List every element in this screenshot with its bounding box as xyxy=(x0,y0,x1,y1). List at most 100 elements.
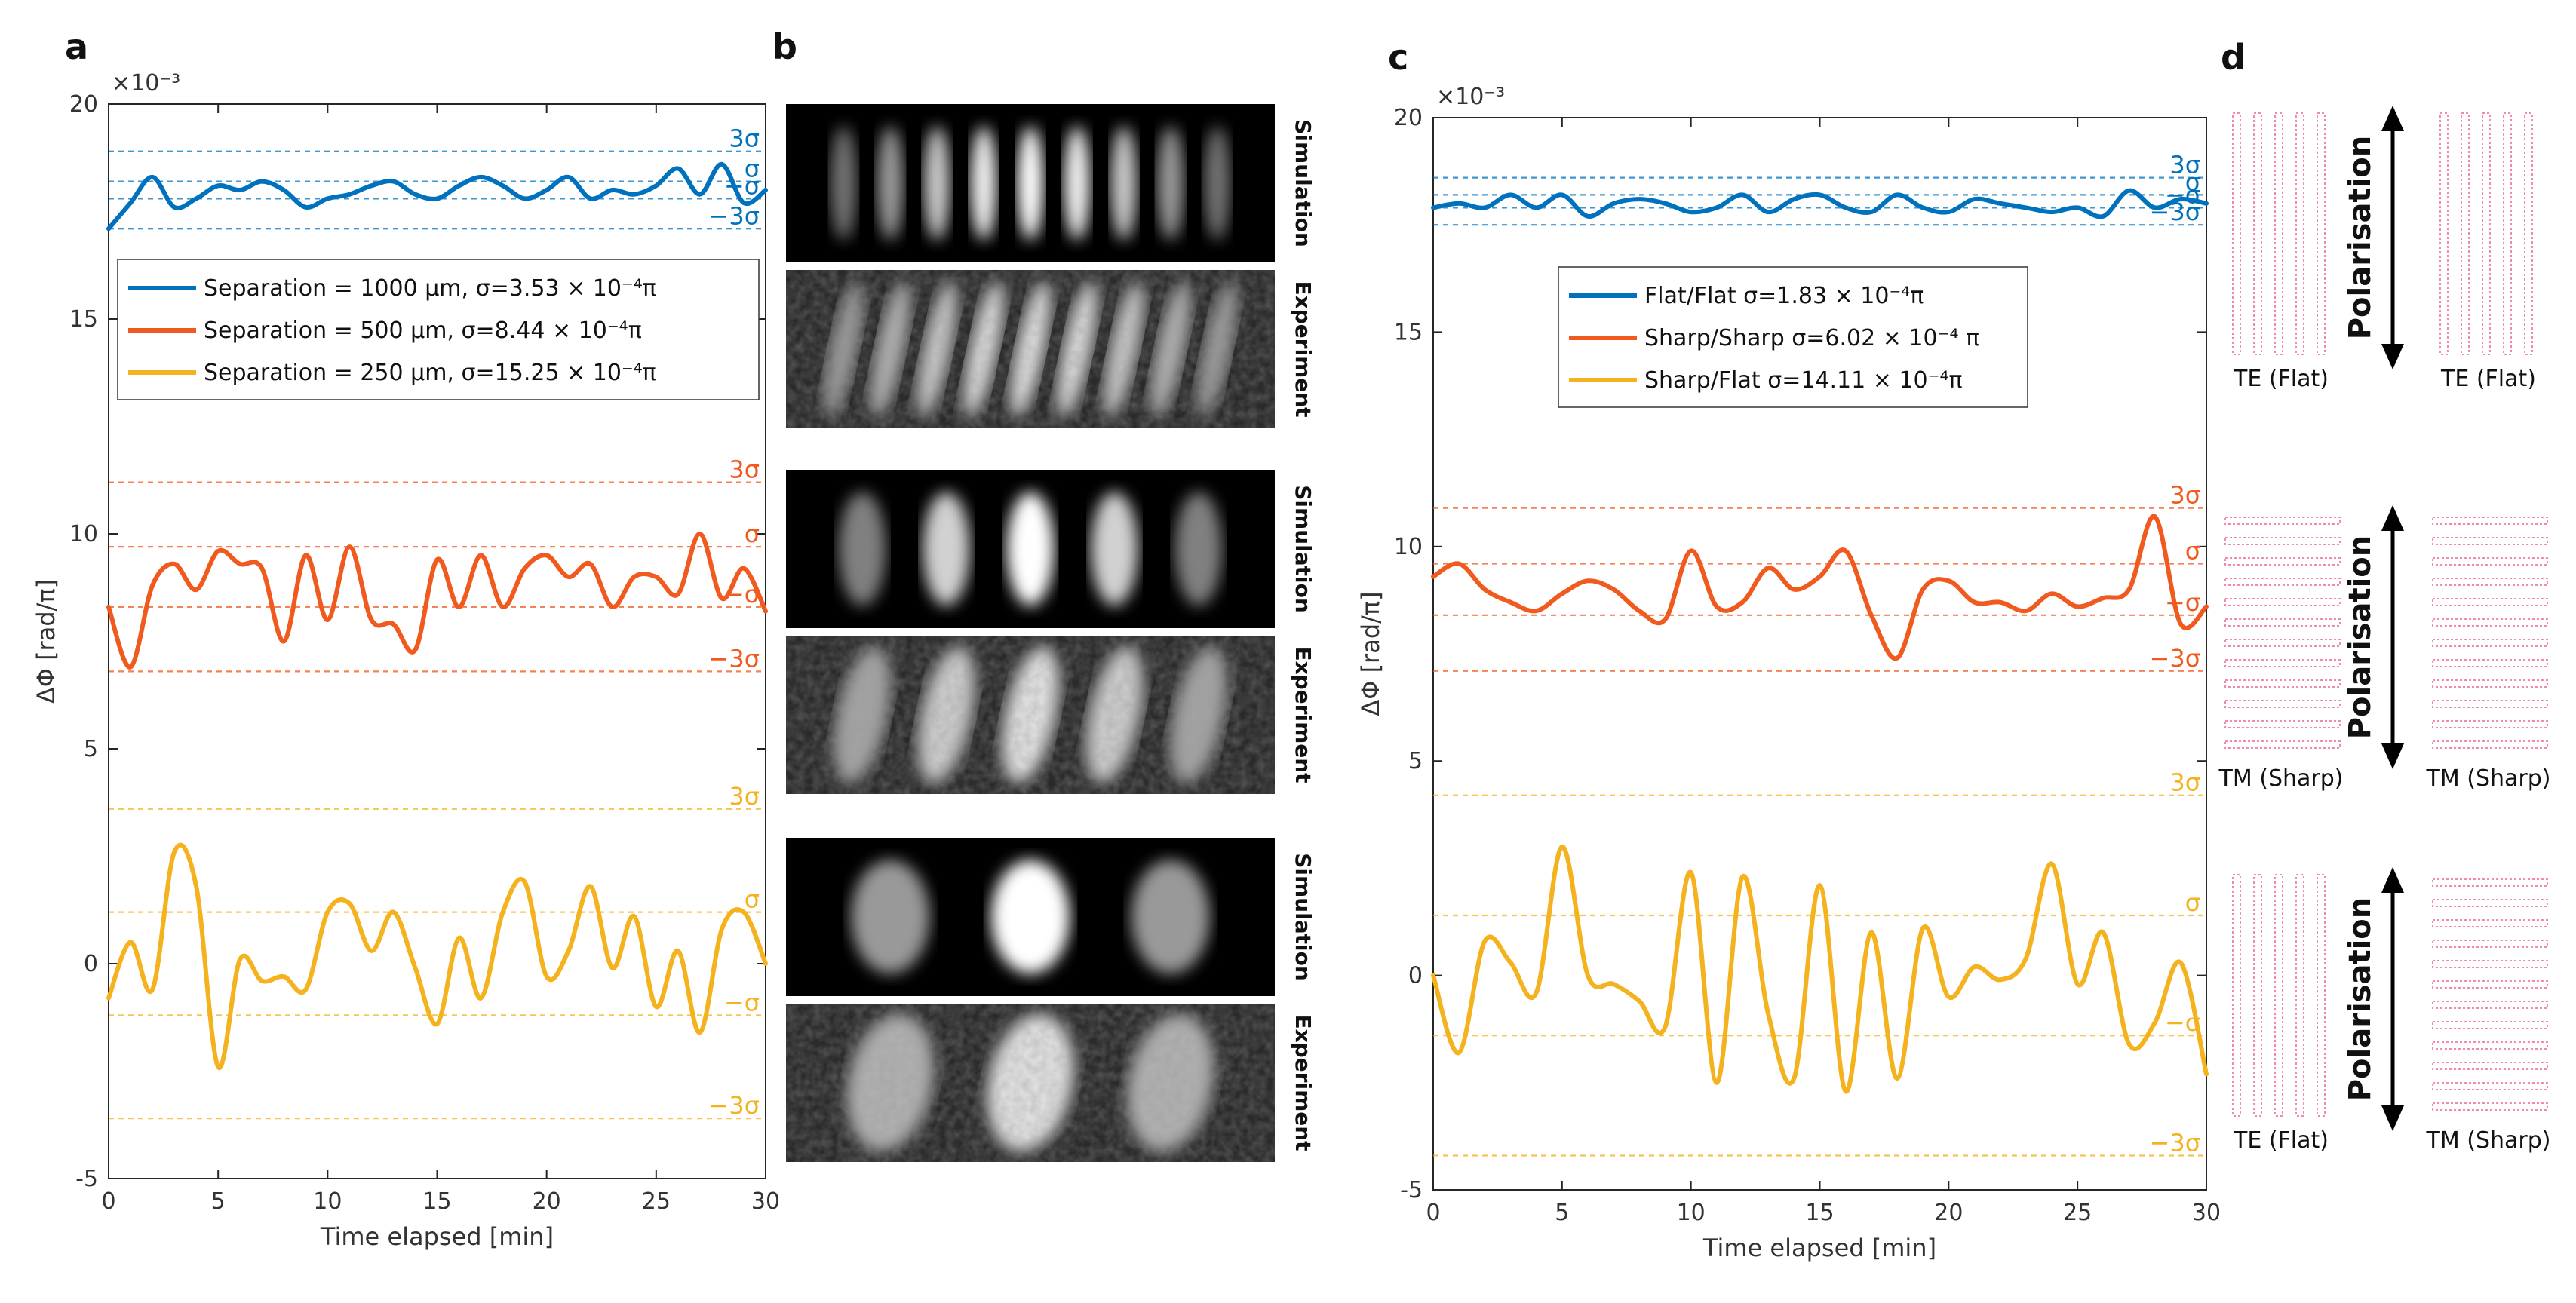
grating-line xyxy=(2224,679,2341,688)
grating-line xyxy=(2253,874,2262,1117)
grating-line xyxy=(2253,112,2262,355)
experiment-noise xyxy=(786,636,1275,794)
grating-line xyxy=(2432,1021,2548,1029)
simulation-fringe xyxy=(1006,492,1055,606)
simulation-image-3 xyxy=(786,838,1275,996)
chart-c-xtick-label: 25 xyxy=(2063,1200,2092,1226)
chart-a-sigma-label: 3σ xyxy=(729,124,760,153)
grating-line xyxy=(2432,598,2548,606)
grating-line xyxy=(2432,740,2548,749)
grating-line xyxy=(2432,659,2548,667)
chart-a-x-axis-label: Time elapsed [min] xyxy=(320,1222,554,1251)
simulation-label: Simulation xyxy=(1291,853,1316,981)
simulation-image-1 xyxy=(786,104,1275,262)
simulation-fringe xyxy=(1017,126,1044,241)
simulation-fringe xyxy=(923,126,950,241)
chart-a-xtick-label: 10 xyxy=(313,1188,342,1215)
chart-c-legend-entry: Sharp/Flat σ=14.11 × 10⁻⁴π xyxy=(1644,367,1963,394)
simulation-fringe xyxy=(923,492,970,606)
vertical-grating xyxy=(2232,112,2326,355)
chart-a-legend-entry: Separation = 500 μm, σ=8.44 × 10⁻⁴π xyxy=(204,317,642,344)
chart-a-xtick-label: 0 xyxy=(101,1188,115,1215)
chart-a-xtick-label: 25 xyxy=(642,1188,671,1215)
simulation-fringe xyxy=(1131,860,1210,974)
chart-c-y-axis-label: ΔΦ [rad/π] xyxy=(1356,591,1385,716)
chart-c-sigma-label: 3σ xyxy=(2169,768,2200,797)
chart-a-sigma-label: −σ xyxy=(724,988,760,1016)
chart-a-xtick-label: 20 xyxy=(533,1188,561,1215)
grating-line xyxy=(2224,557,2341,566)
simulation-fringe xyxy=(1174,492,1223,606)
chart-a-series-line-2 xyxy=(106,532,768,670)
chart-c-xtick-label: 30 xyxy=(2192,1200,2221,1226)
arrow-head-up xyxy=(2381,106,2404,131)
chart-c-sigma-label: 3σ xyxy=(2169,481,2200,510)
chart-a-ytick-label: 20 xyxy=(69,91,98,118)
chart-a-sigma-label: −3σ xyxy=(709,644,760,673)
chart-c-xtick-label: 15 xyxy=(1805,1200,1834,1226)
grating-line xyxy=(2224,598,2341,606)
chart-c-sigma-label: σ xyxy=(2185,167,2200,196)
simulation-fringe xyxy=(970,126,997,241)
chart-c-xtick-label: 0 xyxy=(1426,1200,1440,1226)
panel-d-diagram: TE (Flat) TE (Flat) Polarisation TM (Sharp)… xyxy=(2218,106,2551,1154)
grating-line xyxy=(2432,537,2548,545)
simulation-fringe xyxy=(990,860,1070,974)
simulation-fringe xyxy=(851,860,930,974)
chart-c-sigma-label: −3σ xyxy=(2150,1128,2200,1157)
simulation-fringe xyxy=(877,126,904,241)
diagram-label-right: TM (Sharp) xyxy=(2426,765,2551,792)
chart-a-xtick-label: 30 xyxy=(751,1188,780,1215)
panel-b-images: Simulation Experiment Simulation Experiment… xyxy=(786,104,1316,1162)
arrow-head-down xyxy=(2381,1105,2404,1131)
panel-letter-a: a xyxy=(65,26,88,67)
chart-c-legend-entry: Sharp/Sharp σ=6.02 × 10⁻⁴ π xyxy=(1644,325,1979,351)
experiment-label: Experiment xyxy=(1291,281,1316,417)
chart-a-series-line-3 xyxy=(106,842,768,1070)
chart-c-xtick-label: 20 xyxy=(1934,1200,1963,1226)
chart-a-legend-entry: Separation = 250 μm, σ=15.25 × 10⁻⁴π xyxy=(204,360,656,386)
polarisation-label: Polarisation xyxy=(2343,535,2378,740)
grating-line xyxy=(2224,578,2341,586)
chart-c-ytick-label: 0 xyxy=(1408,963,1423,989)
grating-line xyxy=(2503,112,2512,355)
chart-a-sigma-label: σ xyxy=(745,520,760,548)
chart-c-sigma-label: σ xyxy=(2185,888,2200,917)
experiment-noise xyxy=(786,270,1275,428)
arrow-head-up xyxy=(2381,505,2404,531)
grating-line xyxy=(2432,639,2548,647)
chart-c-sigma-label: 3σ xyxy=(2169,151,2200,179)
grating-line xyxy=(2224,659,2341,667)
chart-c-x-axis-label: Time elapsed [min] xyxy=(1702,1234,1936,1262)
grating-line xyxy=(2432,720,2548,728)
chart-a-series-line-1 xyxy=(106,161,768,231)
diagram-label-right: TE (Flat) xyxy=(2440,366,2536,392)
grating-line xyxy=(2432,1041,2548,1050)
experiment-image-2 xyxy=(786,636,1275,794)
grating-line xyxy=(2432,1082,2548,1090)
chart-a-xtick-label: 5 xyxy=(211,1188,226,1215)
chart-c-ytick-label: 10 xyxy=(1394,534,1423,560)
panel-letter-c: c xyxy=(1388,37,1408,78)
grating-line xyxy=(2432,899,2548,907)
grating-line xyxy=(2432,980,2548,989)
grating-line xyxy=(2432,878,2548,887)
grating-line xyxy=(2274,112,2283,355)
chart-a-sigma-label: 3σ xyxy=(729,455,760,484)
chart-a-sigma-label: σ xyxy=(745,155,760,183)
experiment-image-1 xyxy=(786,270,1275,428)
chart-a-sigma-label: −3σ xyxy=(709,1091,760,1120)
chart-a-ytick-label: 15 xyxy=(69,306,98,333)
diagram-label-right: TM (Sharp) xyxy=(2426,1127,2551,1154)
chart-a-legend-entry: Separation = 1000 μm, σ=3.53 × 10⁻⁴π xyxy=(204,275,656,302)
vertical-grating xyxy=(2232,874,2326,1117)
grating-line xyxy=(2295,112,2304,355)
chart-c-sigma-label: −3σ xyxy=(2150,644,2200,673)
chart-a-ytick-label: 5 xyxy=(84,736,98,762)
grating-line xyxy=(2432,1102,2548,1111)
chart-a-y-axis-label: ΔΦ [rad/π] xyxy=(32,579,60,704)
grating-line xyxy=(2317,112,2326,355)
arrow-head-up xyxy=(2381,867,2404,893)
grating-line xyxy=(2524,112,2533,355)
